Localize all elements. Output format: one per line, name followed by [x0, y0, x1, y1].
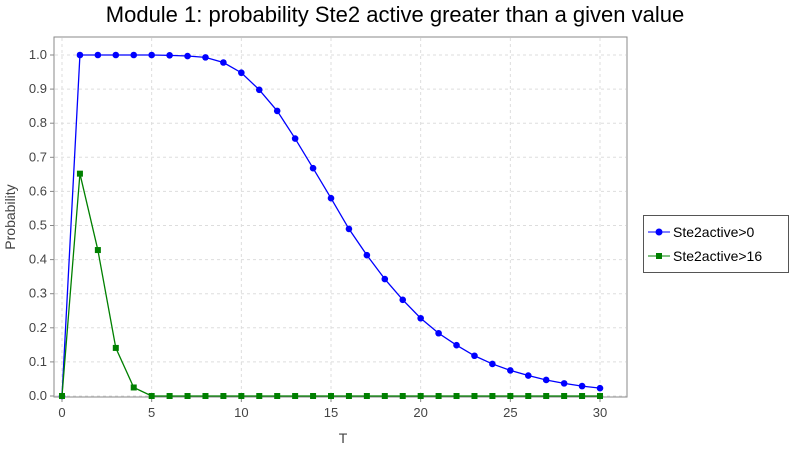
y-tick-label: 0.9 — [29, 81, 47, 96]
data-point — [328, 393, 334, 399]
data-point — [363, 251, 371, 259]
square-marker-icon — [648, 253, 670, 259]
data-point — [310, 393, 317, 399]
data-point — [255, 86, 263, 94]
x-axis-label: T — [339, 430, 348, 446]
data-point — [596, 384, 604, 392]
data-point — [291, 135, 299, 142]
x-tick-label: 0 — [58, 405, 65, 420]
plot-area — [53, 36, 628, 398]
data-point — [76, 51, 84, 59]
data-point — [166, 393, 173, 399]
data-point — [327, 194, 335, 202]
data-point — [274, 393, 281, 399]
data-point — [561, 393, 568, 399]
data-point — [256, 393, 263, 399]
data-point — [94, 51, 102, 59]
data-point — [112, 51, 120, 59]
y-tick-label: 0.0 — [29, 388, 47, 403]
data-point — [148, 393, 155, 399]
y-tick-label: 0.4 — [29, 252, 47, 267]
data-point — [309, 164, 317, 172]
data-point — [417, 314, 424, 322]
data-point — [184, 393, 191, 399]
y-tick-label: 0.1 — [29, 354, 47, 369]
data-point — [184, 52, 191, 60]
circle-marker-icon — [648, 228, 670, 236]
data-point — [130, 384, 137, 391]
data-point — [112, 344, 119, 351]
data-point — [453, 341, 460, 349]
data-point — [542, 376, 550, 384]
data-point — [381, 275, 389, 283]
data-point — [471, 393, 478, 399]
data-point — [345, 225, 353, 233]
data-point — [76, 170, 83, 177]
x-tick-label: 25 — [503, 405, 517, 420]
legend-item-ste2active-16: Ste2active>16 — [648, 246, 762, 266]
data-point — [399, 393, 406, 399]
data-point — [273, 107, 281, 115]
data-point — [238, 393, 245, 399]
data-point — [507, 367, 514, 374]
data-point — [381, 393, 388, 399]
data-point — [578, 382, 586, 390]
chart-title: Module 1: probability Ste2 active greate… — [105, 2, 685, 27]
data-point — [453, 393, 460, 399]
data-point — [148, 51, 155, 59]
y-tick-label: 0.6 — [29, 183, 47, 198]
data-point — [524, 372, 532, 379]
data-point — [435, 329, 442, 337]
y-axis-label: Probability — [2, 184, 18, 249]
legend-item-ste2active-0: Ste2active>0 — [648, 222, 754, 242]
data-point — [292, 393, 299, 399]
data-point — [94, 247, 101, 254]
x-tick-label: 30 — [593, 405, 607, 420]
data-point — [202, 393, 209, 399]
legend-label: Ste2active>16 — [673, 248, 763, 264]
data-point — [202, 54, 209, 61]
data-point — [417, 393, 424, 399]
data-point — [166, 52, 173, 59]
data-point — [345, 393, 352, 399]
y-tick-label: 0.7 — [29, 149, 47, 164]
data-point — [507, 393, 514, 399]
x-tick-label: 5 — [148, 405, 155, 420]
data-point — [399, 296, 407, 304]
data-point — [130, 51, 138, 59]
x-tick-label: 15 — [324, 405, 338, 420]
data-point — [489, 360, 496, 368]
x-tick-label: 10 — [234, 405, 248, 420]
legend-label: Ste2active>0 — [673, 224, 755, 240]
data-point — [560, 380, 568, 387]
y-tick-label: 0.2 — [29, 320, 47, 335]
data-point — [238, 69, 245, 77]
x-tick-label: 20 — [413, 405, 427, 420]
y-tick-label: 0.5 — [29, 218, 47, 233]
data-point — [543, 393, 550, 399]
y-tick-label: 0.8 — [29, 115, 47, 130]
data-point — [220, 393, 227, 399]
data-point — [489, 393, 496, 399]
y-tick-label: 0.3 — [29, 286, 47, 301]
data-point — [363, 393, 370, 399]
data-point — [597, 393, 603, 399]
data-point — [435, 393, 442, 399]
data-point — [525, 393, 532, 399]
y-tick-label: 1.0 — [29, 47, 47, 62]
data-point — [220, 59, 227, 66]
data-point — [579, 393, 586, 399]
data-point — [471, 352, 478, 360]
legend: Ste2active>0 Ste2active>16 — [643, 215, 789, 273]
data-point — [59, 393, 65, 399]
